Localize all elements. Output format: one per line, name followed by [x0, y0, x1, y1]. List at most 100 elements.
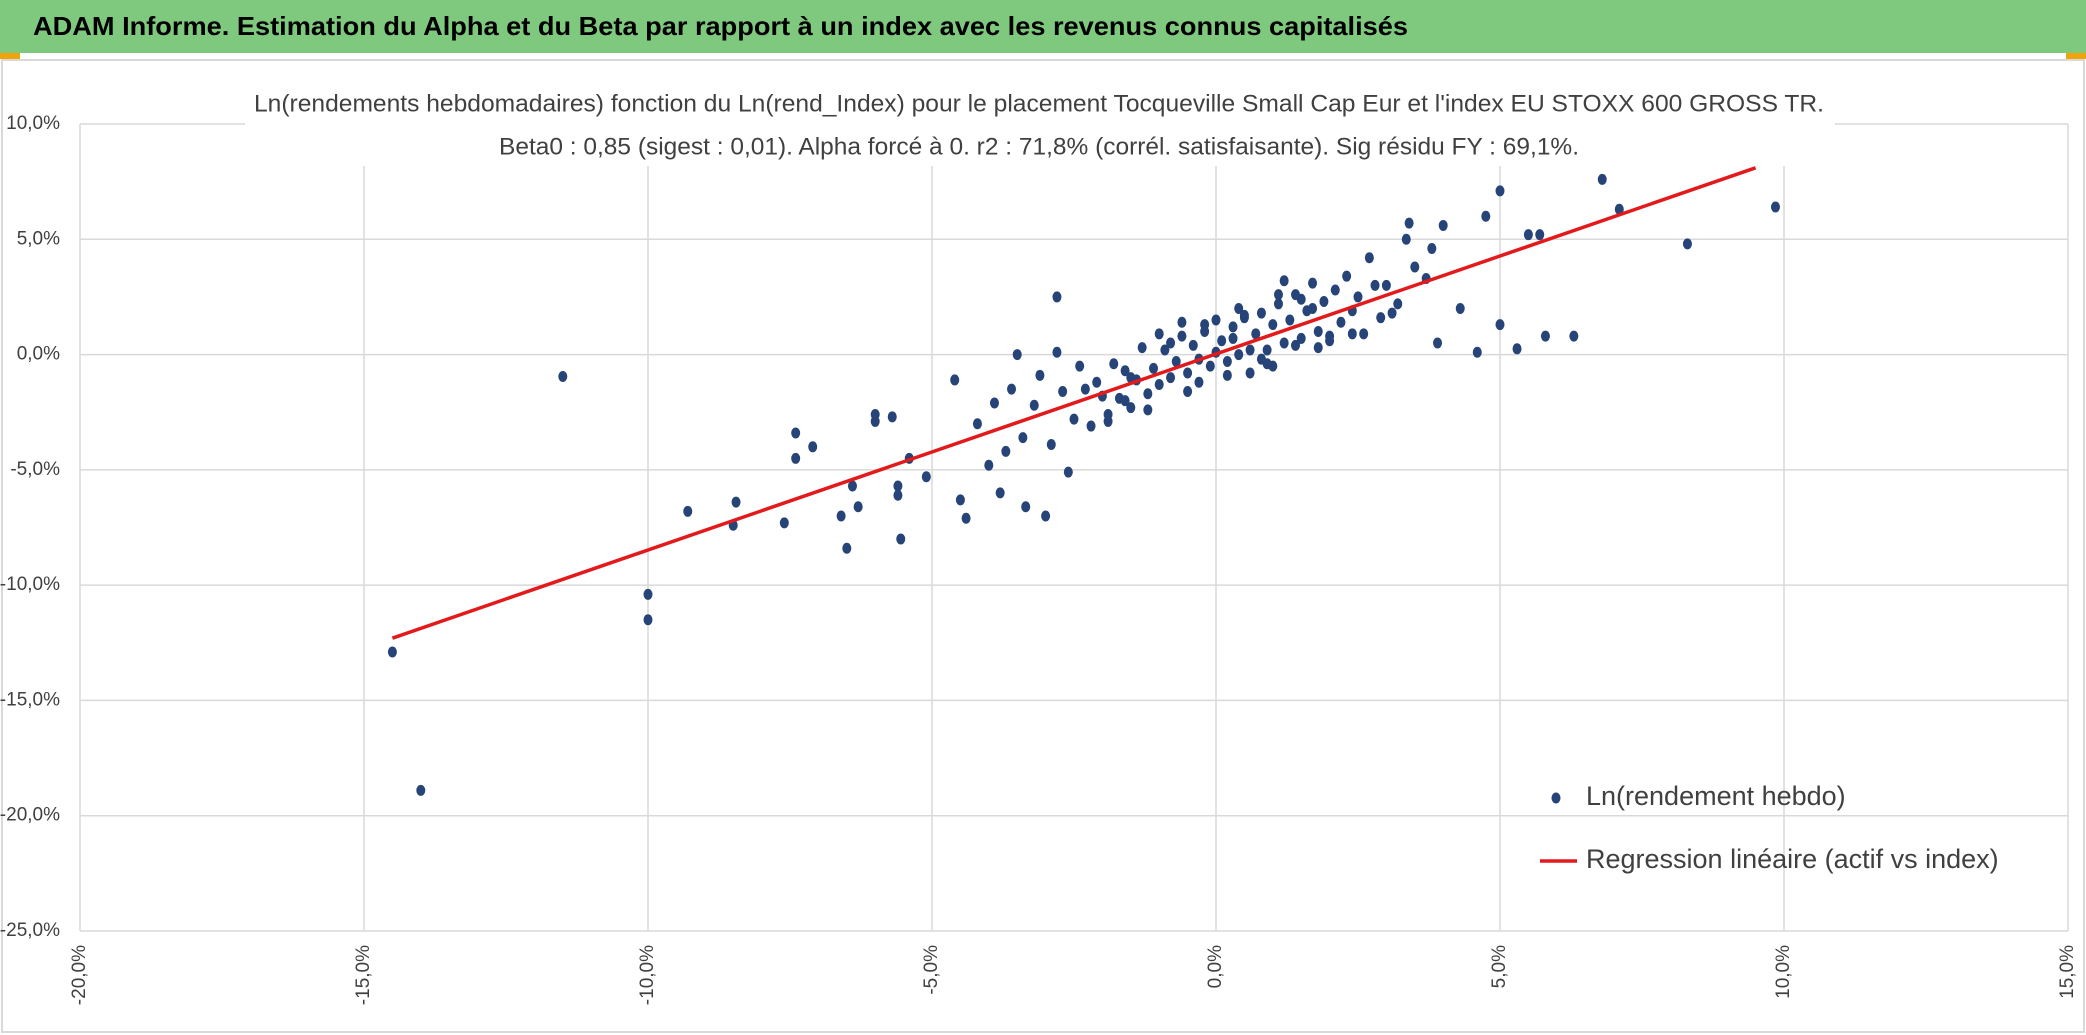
scatter-point	[1433, 337, 1443, 349]
scatter-point	[1052, 291, 1062, 303]
scatter-point	[779, 517, 789, 529]
scatter-point	[1273, 298, 1283, 310]
scatter-point	[1535, 229, 1545, 241]
scatter-point	[1540, 330, 1550, 342]
scatter-point	[1080, 383, 1090, 395]
scatter-point	[1438, 219, 1448, 231]
scatter-point	[1336, 316, 1346, 328]
x-tick-label: -20,0%	[69, 945, 90, 1005]
scatter-point	[1001, 445, 1011, 457]
scatter-point	[1188, 339, 1198, 351]
scatter-point	[1166, 372, 1176, 384]
scatter-point	[1455, 302, 1465, 314]
scatter-point	[1177, 316, 1187, 328]
scatter-point	[1296, 293, 1306, 305]
scatter-point	[989, 397, 999, 409]
regression-line	[391, 166, 1757, 640]
scatter-point	[1120, 365, 1130, 377]
x-tick-label: -10,0%	[637, 945, 658, 1005]
legend-swatch	[1551, 792, 1561, 804]
scatter-point	[1063, 466, 1073, 478]
scatter-point	[1268, 319, 1278, 331]
scatter-point	[1245, 367, 1255, 379]
scatter-point	[1410, 261, 1420, 273]
scatter-point	[1228, 321, 1238, 333]
scatter-point	[1313, 342, 1323, 354]
scatter-point	[1086, 420, 1096, 432]
scatter-point	[1046, 438, 1056, 450]
scatter-point	[416, 784, 426, 796]
corner-mark	[2066, 53, 2086, 59]
scatter-point	[1330, 284, 1340, 296]
chart-subtitle: Beta0 : 0,85 (sigest : 0,01). Alpha forc…	[499, 133, 1579, 160]
scatter-point	[1166, 337, 1176, 349]
scatter-point	[1222, 369, 1232, 381]
scatter-point	[853, 501, 863, 513]
scatter-point	[1137, 342, 1147, 354]
scatter-point	[893, 489, 903, 501]
scatter-point	[643, 614, 653, 626]
scatter-point	[1285, 314, 1295, 326]
scatter-point	[896, 533, 906, 545]
chart: Ln(rendements hebdomadaires) fonction du…	[0, 86, 2078, 1005]
scatter-point	[961, 512, 971, 524]
y-tick-label: 0,0%	[17, 344, 60, 365]
scatter-point	[1256, 307, 1266, 319]
scatter-point	[1007, 383, 1017, 395]
scatter-point	[1381, 279, 1391, 291]
scatter-point	[1177, 330, 1187, 342]
scatter-point	[1075, 360, 1085, 372]
scatter-point	[1279, 337, 1289, 349]
scatter-point	[643, 588, 653, 600]
scatter-point	[1143, 388, 1153, 400]
y-tick-label: 5,0%	[17, 228, 60, 249]
scatter-point	[1401, 233, 1411, 245]
header-bar	[0, 0, 2086, 53]
scatter-point	[1472, 346, 1482, 358]
scatter-point	[1353, 291, 1363, 303]
scatter-point	[950, 374, 960, 386]
scatter-point	[1149, 362, 1159, 374]
scatter-point	[1279, 275, 1289, 287]
scatter-point	[1319, 296, 1329, 308]
scatter-point	[1770, 201, 1780, 213]
scatter-point	[1120, 395, 1130, 407]
scatter-point	[1347, 328, 1357, 340]
scatter-point	[1364, 252, 1374, 264]
scatter-point	[870, 415, 880, 427]
scatter-point	[995, 487, 1005, 499]
scatter-point	[1251, 328, 1261, 340]
scatter-point	[1245, 344, 1255, 356]
scatter-point	[683, 505, 693, 517]
scatter-point	[1682, 238, 1692, 250]
scatter-point	[1183, 385, 1193, 397]
scatter-point	[1018, 432, 1028, 444]
scatter-point	[1092, 376, 1102, 388]
scatter-point	[1103, 415, 1113, 427]
scatter-point	[1268, 360, 1278, 372]
scatter-point	[1160, 344, 1170, 356]
scatter-point	[808, 441, 818, 453]
scatter-point	[1495, 319, 1505, 331]
scatter-point	[1256, 353, 1266, 365]
x-tick-label: 15,0%	[2057, 945, 2078, 999]
scatter-point	[887, 411, 897, 423]
legend-label: Ln(rendement hebdo)	[1586, 781, 1846, 811]
scatter-point	[1404, 217, 1414, 229]
y-tick-label: -15,0%	[0, 689, 60, 710]
scatter-point	[1035, 369, 1045, 381]
scatter-point	[972, 418, 982, 430]
scatter-point	[1234, 349, 1244, 361]
scatter-point	[1387, 307, 1397, 319]
page-title: ADAM Informe. Estimation du Alpha et du …	[33, 11, 1408, 41]
scatter-point	[1393, 298, 1403, 310]
scatter-point	[1228, 332, 1238, 344]
scatter-point	[791, 452, 801, 464]
chart-border	[1, 59, 2085, 1033]
scatter-point	[1313, 326, 1323, 338]
scatter-point	[1569, 330, 1579, 342]
scatter-point	[1058, 385, 1068, 397]
scatter-point	[893, 480, 903, 492]
scatter-point	[1597, 173, 1607, 185]
scatter-point	[731, 496, 741, 508]
